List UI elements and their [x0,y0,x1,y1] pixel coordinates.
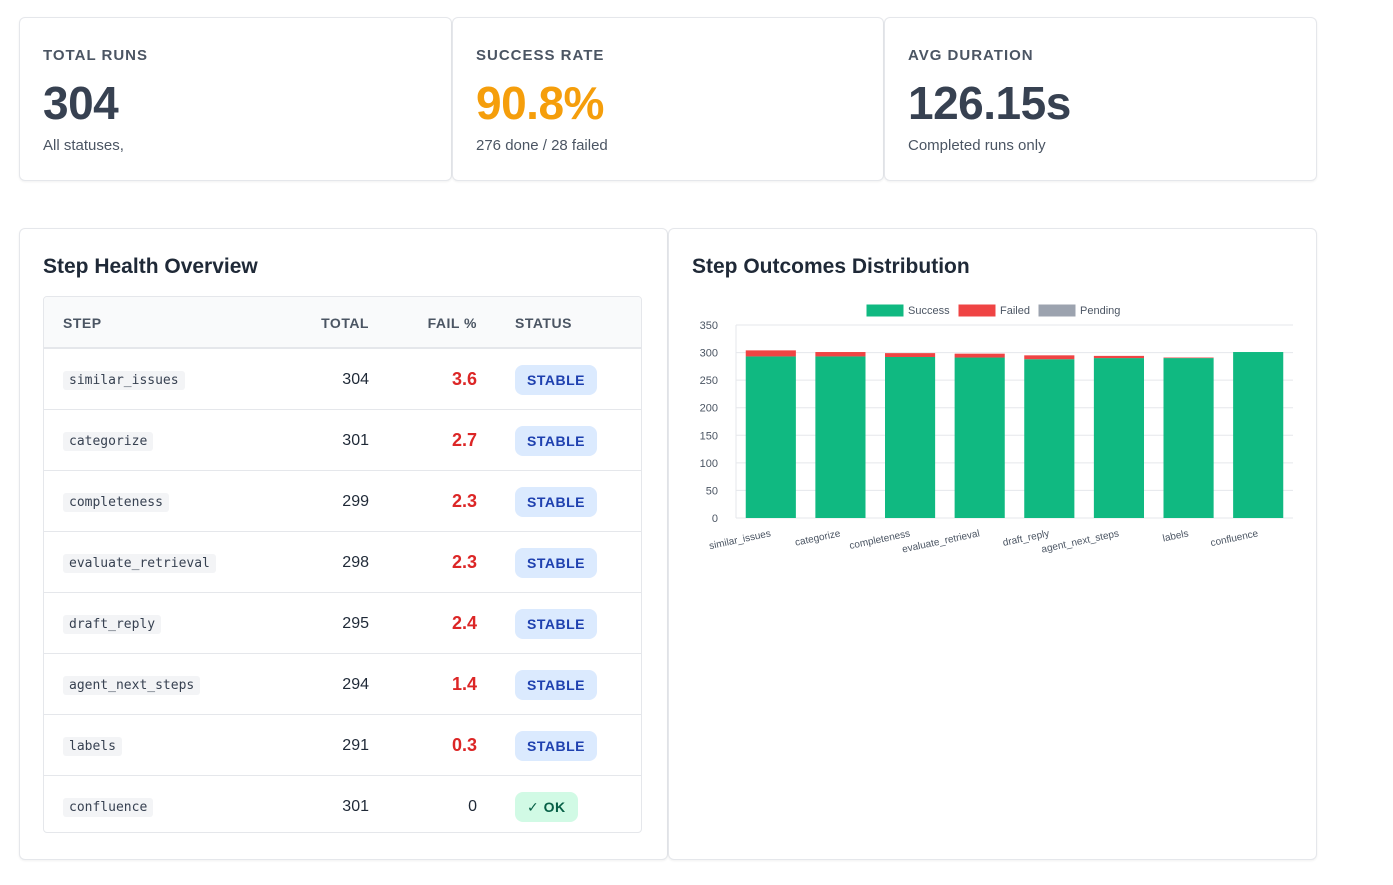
status-badge: STABLE [515,426,597,456]
legend-swatch [866,304,904,317]
stat-subtitle: 276 done / 28 failed [476,137,608,154]
x-tick-label: similar_issues [708,528,772,552]
step-outcomes-title: Step Outcomes Distribution [692,255,970,278]
header-step: STEP [63,315,102,331]
stat-value: 304 [43,77,119,129]
stat-card-total-runs: TOTAL RUNS 304 All statuses, [19,17,452,181]
table-row: labels 291 0.3 STABLE [44,715,641,776]
y-tick-label: 0 [712,513,718,525]
step-fail-percent: 0 [468,798,477,815]
bar-failed [884,353,936,357]
step-fail-percent: 2.3 [451,552,477,572]
stat-subtitle: All statuses, [43,137,124,154]
step-fail-percent: 3.6 [451,369,477,389]
x-tick-label: labels [1162,528,1190,544]
step-name: categorize [63,432,154,451]
status-badge: STABLE [515,670,597,700]
stat-value: 126.15s [908,77,1071,129]
step-outcomes-card: Step Outcomes Distribution Success Failed… [668,228,1317,860]
legend-swatch [958,304,996,317]
step-name: draft_reply [63,615,162,634]
bar-success [1233,352,1284,518]
step-fail-percent: 0.3 [451,735,477,755]
step-fail-percent: 2.3 [451,491,477,511]
header-fail: FAIL % [427,315,477,331]
step-fail-percent: 2.7 [451,430,477,450]
bar-failed [954,353,1005,358]
y-tick-label: 150 [700,430,718,442]
table-row: evaluate_retrieval 298 2.3 STABLE [44,532,641,593]
x-tick-label: agent_next_steps [1040,528,1120,555]
y-tick-label: 100 [700,458,718,470]
stat-subtitle: Completed runs only [908,137,1046,154]
step-health-title: Step Health Overview [43,255,258,278]
y-tick-label: 300 [700,348,718,360]
status-badge: STABLE [515,609,597,639]
step-outcomes-chart: Success Failed Pending 0 50 100 150 200 250 300 35… [700,304,1293,556]
x-tick-label: categorize [794,528,842,548]
y-tick-label: 350 [700,320,718,332]
bar-failed [745,350,796,357]
step-total: 301 [342,432,369,449]
header-total: TOTAL [321,315,369,331]
y-tick-label: 250 [700,375,718,387]
table-row: draft_reply 295 2.4 STABLE [44,593,641,654]
step-total: 298 [342,554,369,571]
step-total: 299 [342,493,369,510]
step-total: 301 [342,798,369,815]
y-tick-label: 50 [706,485,718,497]
y-tick-label: 200 [700,403,718,415]
step-health-table: STEP TOTAL FAIL % STATUS similar_issues 3… [43,296,642,833]
legend-label: Failed [1000,305,1030,317]
stat-label: TOTAL RUNS [43,47,149,64]
stat-label: AVG DURATION [908,47,1034,64]
bar-success [1093,358,1145,518]
stat-label: SUCCESS RATE [476,47,605,64]
stat-value: 90.8% [476,77,604,129]
bar-success [884,356,936,518]
legend-label: Success [908,305,950,317]
header-status: STATUS [515,315,572,331]
table-row: categorize 301 2.7 STABLE [44,410,641,471]
step-total: 294 [342,676,369,693]
bar-success [1024,359,1075,518]
step-fail-percent: 1.4 [451,674,477,694]
table-row: agent_next_steps 294 1.4 STABLE [44,654,641,715]
status-badge: STABLE [515,487,597,517]
step-fail-percent: 2.4 [451,613,477,633]
bar-success [815,356,866,518]
status-badge: STABLE [515,548,597,578]
step-name: similar_issues [63,371,185,390]
stat-card-avg-duration: AVG DURATION 126.15s Completed runs only [884,17,1317,181]
bar-failed [1024,355,1075,360]
status-badge: STABLE [515,365,597,395]
step-name: agent_next_steps [63,676,201,695]
legend-swatch [1038,304,1076,317]
legend-label: Pending [1080,305,1120,317]
step-name: confluence [63,798,154,817]
table-row: completeness 299 2.3 STABLE [44,471,641,532]
status-badge: STABLE [515,731,597,761]
status-badge: ✓ OK [515,792,578,822]
bar-success [745,356,796,518]
bar-success [954,357,1005,518]
step-total: 295 [342,615,369,632]
table-row: confluence 301 0 ✓ OK [44,776,641,832]
bar-failed [1093,355,1145,359]
step-name: labels [63,737,122,756]
x-tick-label: confluence [1210,528,1260,549]
bar-failed [815,352,866,357]
x-tick-label: evaluate_retrieval [901,528,980,555]
table-header: STEP TOTAL FAIL % STATUS [44,297,641,349]
step-name: evaluate_retrieval [63,554,216,573]
bar-success [1163,358,1214,518]
bar-failed [1163,357,1214,359]
step-health-card: Step Health Overview STEP TOTAL FAIL % S… [19,228,668,860]
step-total: 304 [342,371,369,388]
step-total: 291 [342,737,369,754]
step-name: completeness [63,493,169,512]
stat-card-success-rate: SUCCESS RATE 90.8% 276 done / 28 failed [452,17,884,181]
table-row: similar_issues 304 3.6 STABLE [44,349,641,410]
